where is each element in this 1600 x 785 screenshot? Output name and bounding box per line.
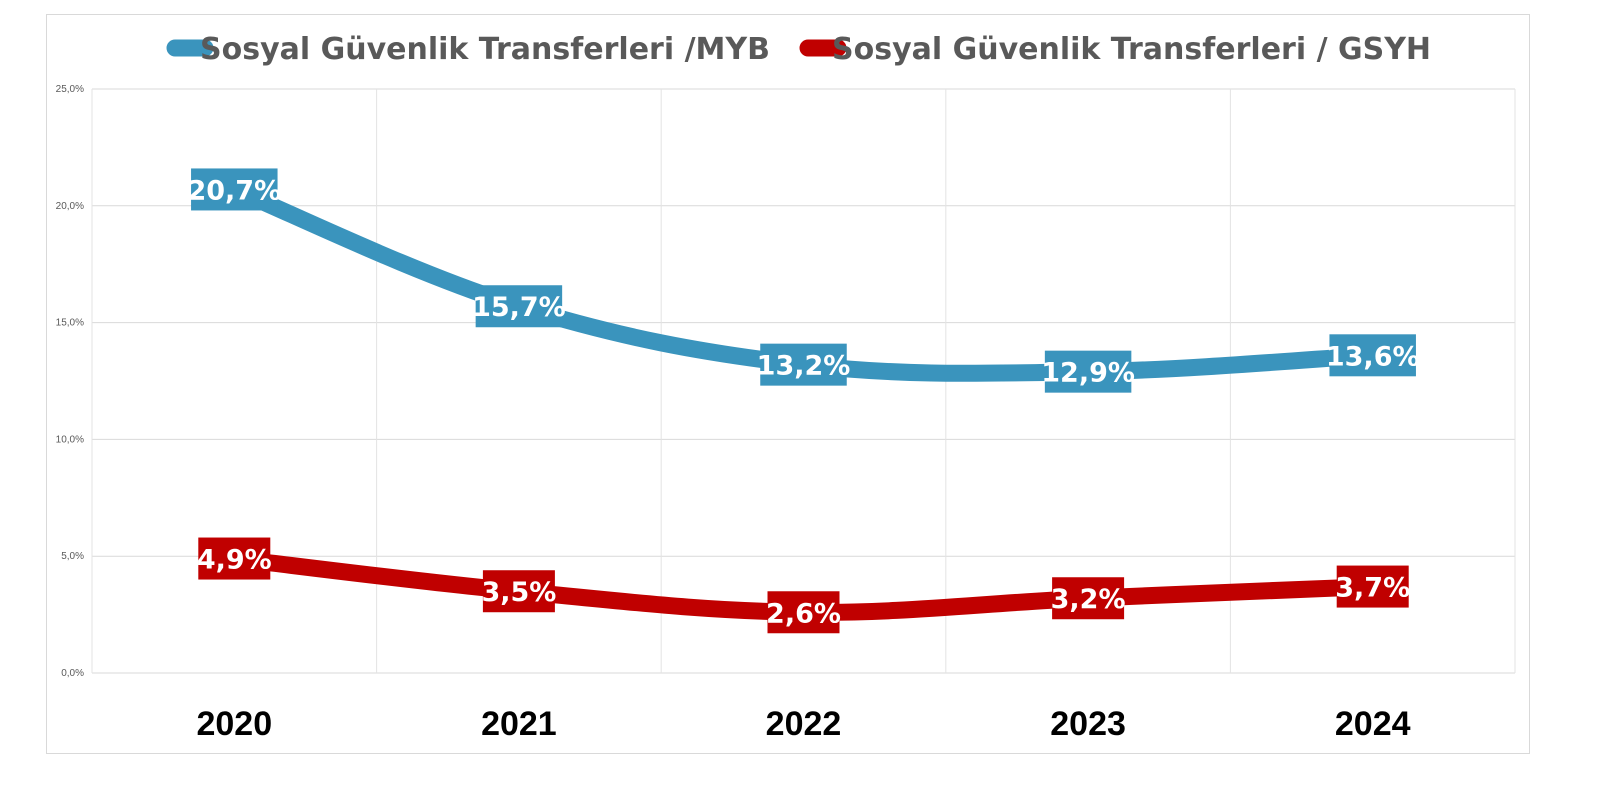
data-label-text: 12,9% — [1041, 358, 1135, 389]
data-label: 3,5% — [481, 570, 556, 613]
x-category-label: 2020 — [196, 705, 272, 743]
legend-label: Sosyal Güvenlik Transferleri / GSYH — [832, 32, 1431, 67]
data-labels: 20,7% 15,7% 13,2% 12,9% 13,6% 4,9% 3,5% 2,6% 3,2… — [187, 168, 1420, 634]
legend: Sosyal Güvenlik Transferleri /MYB Sosyal … — [166, 32, 1431, 67]
data-label-text: 13,2% — [757, 351, 851, 382]
y-tick-label: 20,0% — [56, 201, 84, 212]
data-label: 2,6% — [766, 591, 841, 634]
y-tick-label: 5,0% — [61, 551, 84, 562]
data-label-text: 3,7% — [1335, 573, 1410, 604]
data-label-box — [475, 285, 563, 328]
data-label: 13,6% — [1326, 334, 1420, 377]
data-label-text: 4,9% — [197, 545, 272, 576]
data-label: 3,2% — [1051, 577, 1126, 620]
data-label: 13,2% — [757, 343, 851, 386]
data-label-box — [1052, 577, 1125, 620]
data-label-text: 20,7% — [187, 175, 281, 206]
y-tick-label: 10,0% — [56, 434, 84, 445]
legend-label: Sosyal Güvenlik Transferleri /MYB — [200, 32, 770, 67]
data-label-text: 13,6% — [1326, 341, 1420, 372]
series-lines — [225, 180, 1382, 621]
x-axis: 2020 2021 2022 2023 2024 — [196, 705, 1410, 743]
x-category-label: 2024 — [1335, 705, 1411, 743]
data-label: 20,7% — [187, 168, 281, 211]
y-tick-label: 15,0% — [56, 318, 84, 329]
data-label-box — [1044, 350, 1132, 393]
y-axis: 0,0% 5,0% 10,0% 15,0% 20,0% 25,0% — [56, 84, 84, 679]
data-label: 12,9% — [1041, 350, 1135, 393]
data-label-box — [198, 537, 271, 580]
data-label: 4,9% — [197, 537, 272, 580]
data-label-box — [1336, 565, 1409, 608]
data-label-box — [1329, 334, 1416, 377]
data-label-box — [767, 591, 840, 634]
x-category-label: 2021 — [481, 705, 557, 743]
data-label: 3,7% — [1335, 565, 1410, 608]
y-tick-label: 0,0% — [61, 668, 84, 679]
data-label-box — [482, 570, 555, 613]
data-label-text: 15,7% — [472, 292, 566, 323]
x-category-label: 2023 — [1050, 705, 1126, 743]
data-label: 15,7% — [472, 285, 566, 328]
data-label-box — [760, 343, 847, 386]
data-label-text: 2,6% — [766, 598, 841, 629]
data-label-text: 3,5% — [481, 577, 556, 608]
legend-item-1: Sosyal Güvenlik Transferleri /MYB — [166, 32, 770, 67]
legend-item-2: Sosyal Güvenlik Transferleri / GSYH — [799, 32, 1431, 67]
x-category-label: 2022 — [766, 705, 842, 743]
data-label-text: 3,2% — [1051, 584, 1126, 615]
data-label-box — [191, 168, 278, 211]
y-tick-label: 25,0% — [56, 84, 84, 95]
